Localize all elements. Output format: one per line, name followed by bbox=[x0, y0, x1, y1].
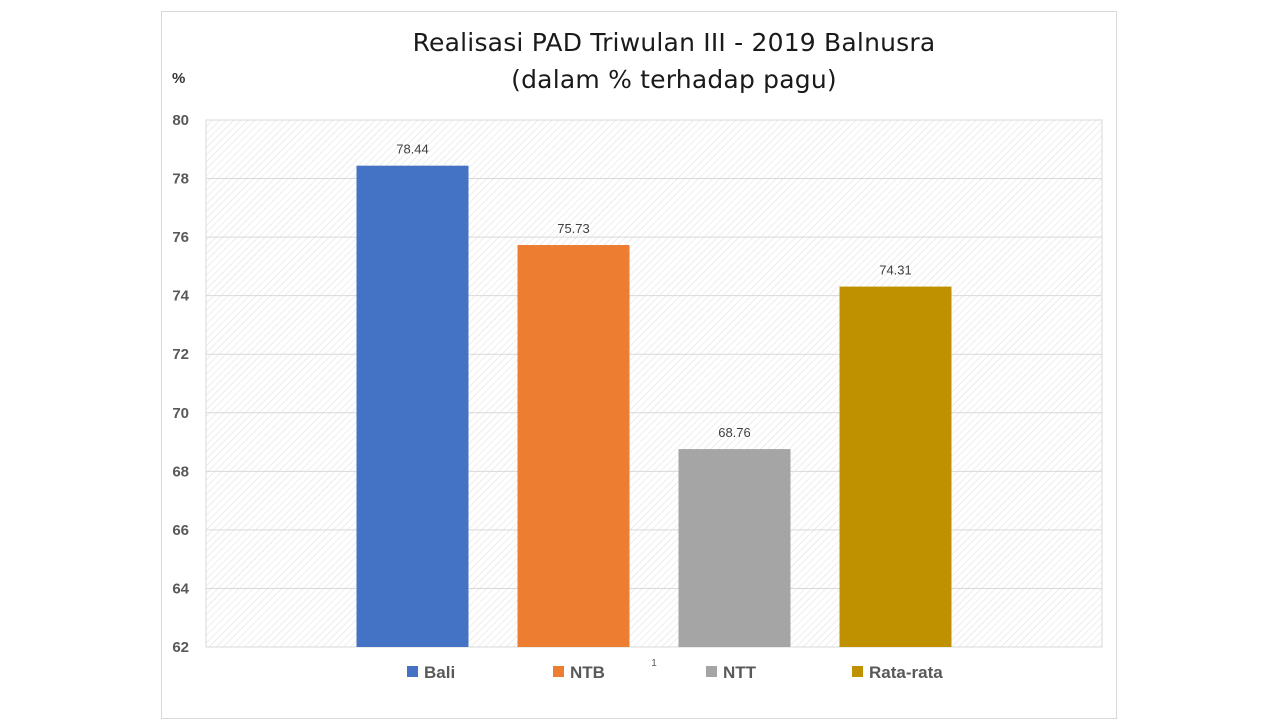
bar-bali bbox=[356, 165, 469, 647]
bar-rata-rata bbox=[839, 286, 952, 647]
plot-area-background bbox=[205, 119, 1103, 648]
legend-label: NTB bbox=[570, 663, 605, 682]
chart-subtitle: (dalam % terhadap pagu) bbox=[511, 65, 837, 94]
data-label: 78.44 bbox=[396, 142, 429, 157]
y-tick-label: 70 bbox=[172, 405, 189, 422]
y-tick-label: 68 bbox=[172, 463, 189, 480]
legend-label: Rata-rata bbox=[869, 663, 943, 682]
y-tick-label: 76 bbox=[172, 229, 189, 246]
bar-ntt bbox=[678, 449, 791, 647]
legend-label: Bali bbox=[424, 663, 455, 682]
data-label: 75.73 bbox=[557, 221, 590, 236]
bar-ntb bbox=[517, 245, 630, 647]
y-tick-label: 74 bbox=[172, 288, 189, 305]
legend-swatch bbox=[852, 666, 863, 677]
chart-title: Realisasi PAD Triwulan III - 2019 Balnus… bbox=[412, 28, 936, 57]
legend-swatch bbox=[553, 666, 564, 677]
legend-label: NTT bbox=[723, 663, 757, 682]
y-tick-label: 64 bbox=[172, 580, 189, 597]
legend-swatch bbox=[706, 666, 717, 677]
data-label: 68.76 bbox=[718, 425, 751, 440]
y-tick-label: 62 bbox=[172, 639, 189, 656]
y-axis-unit-label: % bbox=[172, 70, 186, 87]
x-category-label: 1 bbox=[651, 658, 657, 669]
legend-swatch bbox=[407, 666, 418, 677]
y-tick-label: 66 bbox=[172, 522, 189, 539]
y-tick-label: 80 bbox=[172, 112, 189, 129]
y-tick-label: 78 bbox=[172, 171, 189, 188]
data-label: 74.31 bbox=[879, 263, 912, 278]
y-tick-label: 72 bbox=[172, 346, 189, 363]
